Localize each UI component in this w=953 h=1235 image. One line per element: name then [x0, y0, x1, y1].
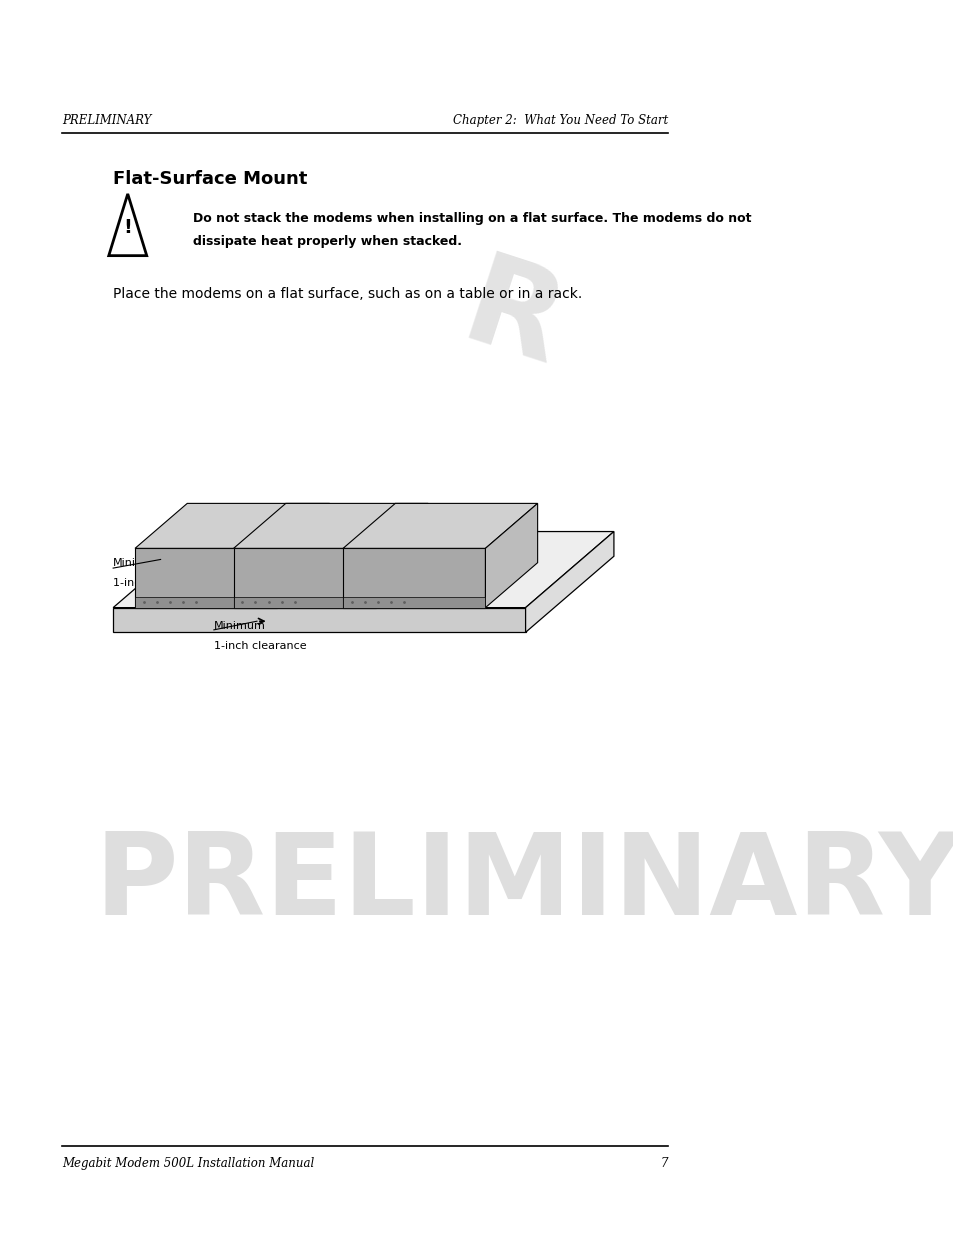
Text: Flat-Surface Mount: Flat-Surface Mount	[113, 170, 307, 189]
Polygon shape	[135, 597, 277, 608]
Text: Megabit Modem 500L Installation Manual: Megabit Modem 500L Installation Manual	[62, 1157, 314, 1171]
Polygon shape	[277, 504, 329, 608]
Text: R: R	[449, 246, 578, 391]
Text: PRELIMINARY: PRELIMINARY	[62, 114, 152, 127]
Text: Minimum: Minimum	[113, 558, 165, 568]
Polygon shape	[113, 531, 614, 608]
Text: Do not stack the modems when installing on a flat surface. The modems do not: Do not stack the modems when installing …	[193, 212, 751, 226]
Polygon shape	[135, 504, 329, 548]
Text: 1-inch clearance: 1-inch clearance	[213, 641, 306, 651]
Polygon shape	[343, 504, 537, 548]
Polygon shape	[485, 504, 537, 608]
Text: Minimum: Minimum	[213, 621, 266, 631]
Polygon shape	[135, 548, 277, 608]
Text: Place the modems on a flat surface, such as on a table or in a rack.: Place the modems on a flat surface, such…	[113, 287, 581, 300]
Polygon shape	[113, 608, 525, 632]
Text: Chapter 2:  What You Need To Start: Chapter 2: What You Need To Start	[453, 114, 667, 127]
Text: 7: 7	[659, 1157, 667, 1171]
Polygon shape	[525, 531, 614, 632]
Text: dissipate heat properly when stacked.: dissipate heat properly when stacked.	[193, 235, 462, 248]
Polygon shape	[375, 504, 428, 608]
Text: PRELIMINARY: PRELIMINARY	[94, 827, 953, 939]
Text: !: !	[123, 219, 132, 237]
Polygon shape	[233, 548, 375, 608]
Polygon shape	[233, 597, 375, 608]
Polygon shape	[233, 504, 428, 548]
Text: 1-inch clearance: 1-inch clearance	[113, 578, 206, 588]
Polygon shape	[343, 597, 485, 608]
Polygon shape	[343, 548, 485, 608]
